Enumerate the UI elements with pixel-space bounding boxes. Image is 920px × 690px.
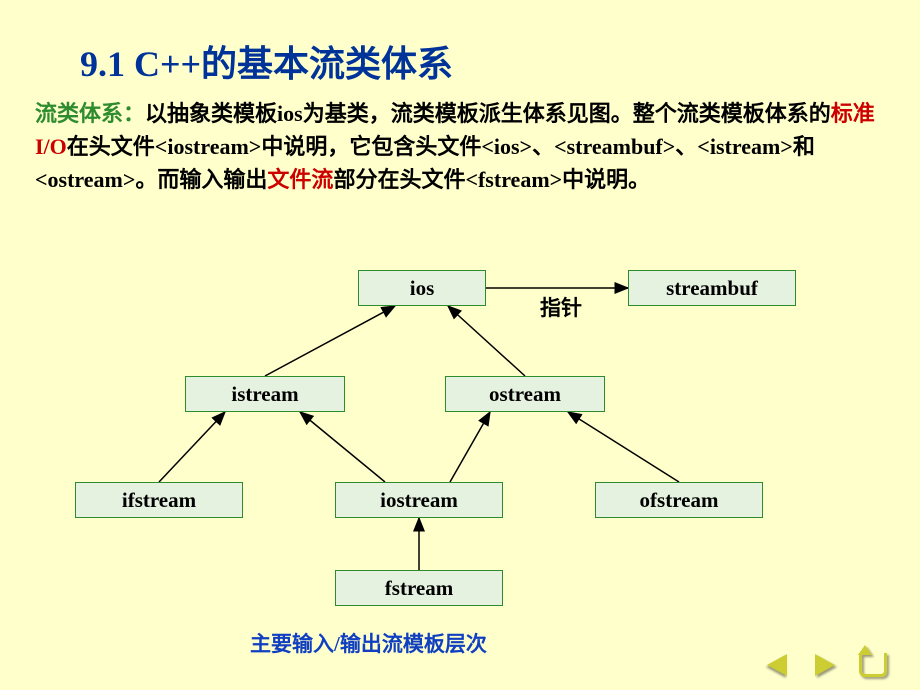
term-stream-system: 流类体系： bbox=[35, 101, 145, 126]
return-icon bbox=[859, 653, 887, 677]
node-fstream: fstream bbox=[335, 570, 503, 606]
return-button[interactable] bbox=[856, 650, 890, 680]
node-iostream: iostream bbox=[335, 482, 503, 518]
node-streambuf: streambuf bbox=[628, 270, 796, 306]
node-istream: istream bbox=[185, 376, 345, 412]
edge-ofstream_top-ostream_bottom_r bbox=[568, 412, 679, 482]
edge-ifstream_top-istream_bottom_l bbox=[159, 412, 225, 482]
edge-iostream_top_l-istream_bottom_r bbox=[300, 412, 385, 482]
node-ostream: ostream bbox=[445, 376, 605, 412]
nav-button-group bbox=[760, 650, 890, 680]
node-ofstream: ofstream bbox=[595, 482, 763, 518]
arrow-right-icon bbox=[815, 654, 835, 676]
node-ifstream: ifstream bbox=[75, 482, 243, 518]
slide-title: 9.1 C++的基本流类体系 bbox=[0, 0, 920, 87]
node-ios: ios bbox=[358, 270, 486, 306]
prev-button[interactable] bbox=[760, 650, 794, 680]
next-button[interactable] bbox=[808, 650, 842, 680]
arrow-left-icon bbox=[767, 654, 787, 676]
term-file-stream: 文件流 bbox=[267, 167, 333, 192]
intro-seg-1: 以抽象类模板ios为基类，流类模板派生体系见图。整个流类模板体系的 bbox=[145, 101, 831, 126]
diagram-caption: 主要输入/输出流模板层次 bbox=[250, 628, 487, 658]
edge-ostream_top-ios_bottom_r bbox=[448, 306, 525, 376]
edge-iostream_top_r-ostream_bottom_l bbox=[450, 412, 490, 482]
edge-istream_top-ios_bottom_l bbox=[265, 306, 395, 376]
intro-paragraph: 流类体系：以抽象类模板ios为基类，流类模板派生体系见图。整个流类模板体系的标准… bbox=[0, 87, 920, 196]
intro-seg-5: 部分在头文件<fstream>中说明。 bbox=[333, 167, 650, 192]
stream-class-diagram: ios streambuf istream ostream ifstream iostre… bbox=[0, 270, 920, 630]
pointer-label: 指针 bbox=[540, 292, 582, 322]
